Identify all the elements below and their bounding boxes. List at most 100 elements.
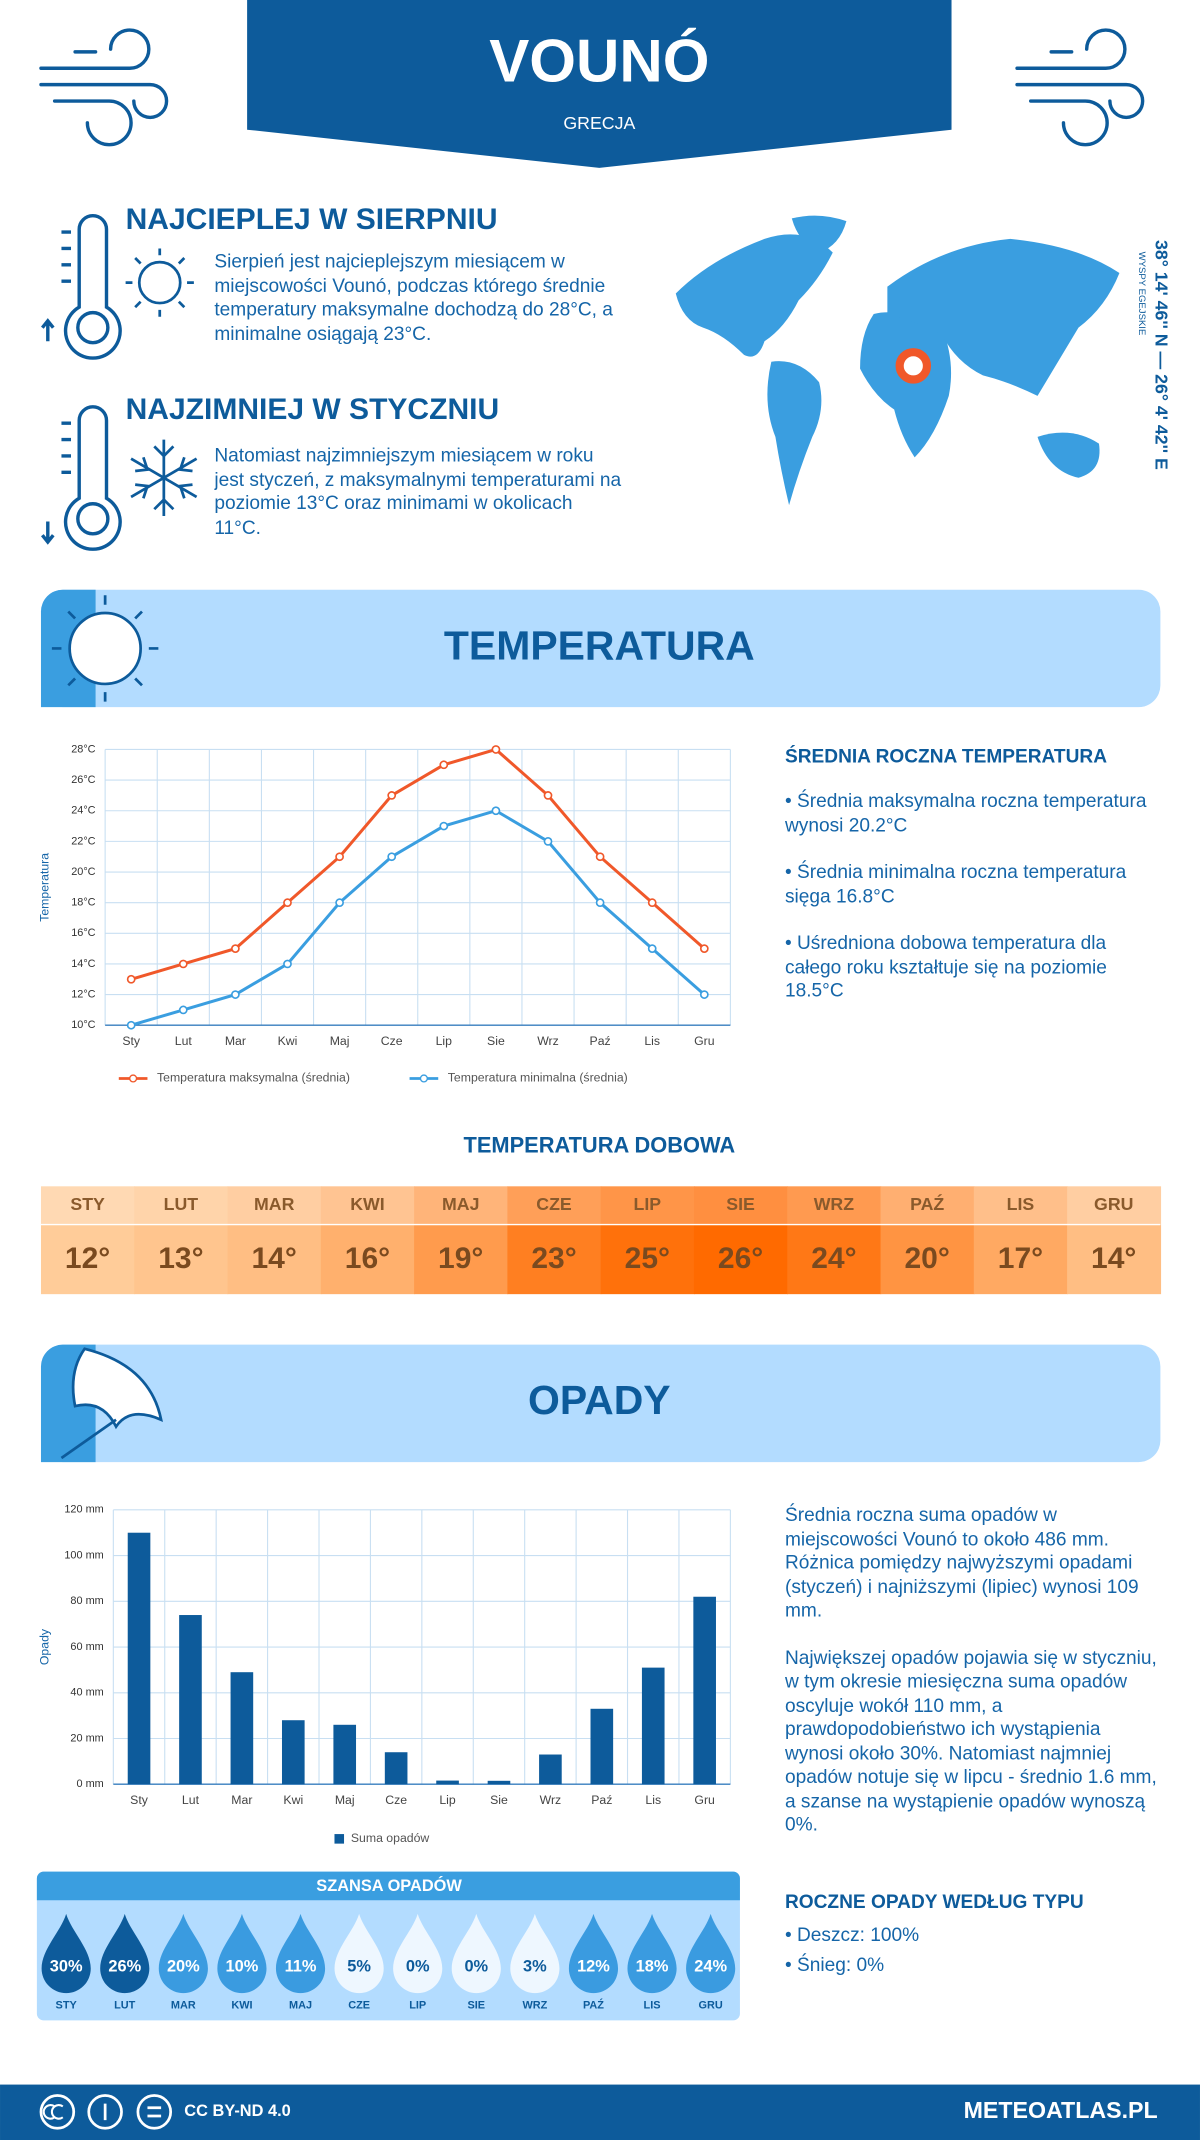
temperature-cell bbox=[134, 1224, 229, 1295]
hottest-text: Sierpień jest najcieplejszym miesiącem w… bbox=[214, 249, 613, 344]
x-tick-label: Mar bbox=[231, 1793, 252, 1807]
temperature-cell bbox=[787, 1224, 882, 1295]
rain-drop bbox=[217, 1913, 267, 1994]
daily-table: STY 12° LUT 13° MAR 14° KWI 16° MAJ 19° CZE 23° LIP 2… bbox=[40, 1186, 1162, 1295]
rain-chance-label: 20% bbox=[167, 1958, 200, 1976]
y-tick-label: 24°C bbox=[71, 805, 95, 817]
license: CC BY-ND 4.0 bbox=[184, 2102, 290, 2120]
rain-chance-label: 3% bbox=[523, 1958, 547, 1976]
month-label: PAŹ bbox=[583, 1998, 604, 2011]
legend-marker bbox=[129, 1074, 138, 1083]
chart: 10°C 12°C 14°C 16°C 18°C 20°C 22°C 24°C 26°C 28°C… bbox=[37, 743, 731, 1085]
month-label: KWI bbox=[350, 1194, 384, 1214]
point bbox=[491, 806, 501, 816]
types-title: ROCZNE OPADY WEDŁUG TYPU bbox=[785, 1892, 1084, 1913]
temperature-cell bbox=[414, 1224, 509, 1295]
month-label: STY bbox=[56, 1999, 78, 2011]
legend-marker bbox=[419, 1074, 428, 1083]
rain-chance-label: 26% bbox=[108, 1958, 141, 1976]
bar bbox=[179, 1615, 202, 1785]
y-tick-label: 26°C bbox=[71, 774, 95, 786]
coldest-text: Natomiast najzimniejszym miesiącem w rok… bbox=[214, 443, 622, 538]
rain-chance-label: 30% bbox=[50, 1958, 83, 1976]
bar bbox=[127, 1532, 151, 1785]
types-item: • Deszcz: 100% bbox=[785, 1925, 919, 1946]
header-banner bbox=[247, 0, 952, 168]
month-header-cell bbox=[693, 1186, 788, 1225]
bar bbox=[384, 1752, 408, 1785]
rain-drop bbox=[451, 1913, 501, 1994]
x-tick-label: Sty bbox=[122, 1034, 141, 1048]
coldest-text-box: Natomiast najzimniejszym miesiącem w rok… bbox=[214, 443, 622, 538]
section-banner bbox=[40, 1344, 1161, 1463]
rain-chance-label: 18% bbox=[636, 1958, 669, 1976]
y-tick-label: 14°C bbox=[71, 958, 95, 970]
rain-chance-box bbox=[36, 1871, 740, 2021]
summary-item: • Średnia maksymalna roczna temperatura … bbox=[784, 789, 1147, 835]
month-label: MAJ bbox=[289, 1999, 312, 2011]
month-header-cell bbox=[973, 1186, 1068, 1225]
rain-drop bbox=[275, 1913, 326, 1994]
point bbox=[387, 852, 397, 862]
point bbox=[387, 791, 397, 800]
y-tick-label: 80 mm bbox=[70, 1595, 103, 1607]
precip-text-box: Średnia roczna suma opadów w miejscowośc… bbox=[785, 1503, 1157, 1835]
world-map bbox=[675, 215, 1120, 506]
region: WYSPY EGEJSKIE bbox=[1136, 252, 1147, 336]
rain-chance-header bbox=[36, 1871, 740, 1901]
y-tick-label: 22°C bbox=[71, 835, 95, 847]
month-label: LUT bbox=[164, 1194, 199, 1214]
month-label: CZE bbox=[536, 1194, 572, 1214]
x-tick-label: Lut bbox=[182, 1793, 200, 1807]
month-label: SIE bbox=[467, 1999, 485, 2011]
month-label: MAR bbox=[171, 1999, 196, 2011]
license-icons bbox=[39, 2094, 173, 2130]
month-header-cell bbox=[1067, 1186, 1162, 1225]
y-tick-label: 100 mm bbox=[64, 1549, 103, 1561]
point bbox=[543, 791, 553, 800]
point bbox=[335, 898, 344, 908]
x-tick-label: Kwi bbox=[283, 1793, 303, 1807]
summary-box: • Średnia maksymalna roczna temperatura … bbox=[784, 789, 1147, 1001]
temperature-label: 25° bbox=[625, 1242, 670, 1275]
y-axis-label: Temperatura bbox=[37, 853, 51, 922]
point bbox=[699, 944, 709, 953]
y-axis-label: Opady bbox=[37, 1628, 51, 1665]
temperature-label: 23° bbox=[531, 1242, 576, 1275]
site-name[interactable]: METEOATLAS.PL bbox=[964, 2097, 1158, 2123]
bar bbox=[436, 1780, 459, 1785]
temperature-label: 19° bbox=[438, 1242, 483, 1275]
x-tick-label: Gru bbox=[694, 1034, 714, 1048]
x-tick-label: Lis bbox=[645, 1793, 661, 1807]
thermometer-icon bbox=[41, 213, 122, 551]
summary-item: • Średnia minimalna roczna temperatura s… bbox=[784, 860, 1127, 906]
rain-chance-label: 0% bbox=[464, 1958, 488, 1976]
x-tick-label: Lip bbox=[436, 1034, 453, 1048]
coldest-title: NAJZIMNIEJ W STYCZNIU bbox=[126, 393, 500, 426]
x-tick-label: Paź bbox=[591, 1793, 612, 1807]
rain-chance-drops: 30% STY 26% LUT 20% MAR 10% KWI 11% MAJ 5% CZE 0% LIP… bbox=[41, 1913, 736, 2011]
month-label: LIP bbox=[409, 1999, 426, 2011]
bar bbox=[281, 1720, 305, 1785]
y-tick-label: 120 mm bbox=[64, 1504, 103, 1516]
temperature-label: 14° bbox=[251, 1242, 296, 1275]
month-header-cell bbox=[600, 1186, 695, 1225]
point bbox=[283, 959, 292, 969]
temperature-cell bbox=[507, 1224, 602, 1295]
y-tick-label: 20 mm bbox=[70, 1732, 103, 1744]
rain-chance-label: 0% bbox=[406, 1958, 430, 1976]
point bbox=[699, 990, 709, 999]
month-label: PAŹ bbox=[910, 1193, 944, 1214]
section-title: OPADY bbox=[528, 1377, 671, 1423]
rain-drop bbox=[334, 1913, 384, 1994]
x-tick-label: Sie bbox=[487, 1034, 505, 1048]
x-tick-label: Gru bbox=[694, 1793, 714, 1807]
month-label: GRU bbox=[699, 1999, 723, 2011]
point bbox=[543, 837, 553, 846]
month-label: MAJ bbox=[442, 1194, 479, 1214]
point bbox=[595, 898, 605, 908]
bar bbox=[641, 1667, 665, 1785]
month-label: STY bbox=[70, 1194, 105, 1214]
y-tick-label: 60 mm bbox=[70, 1641, 103, 1653]
